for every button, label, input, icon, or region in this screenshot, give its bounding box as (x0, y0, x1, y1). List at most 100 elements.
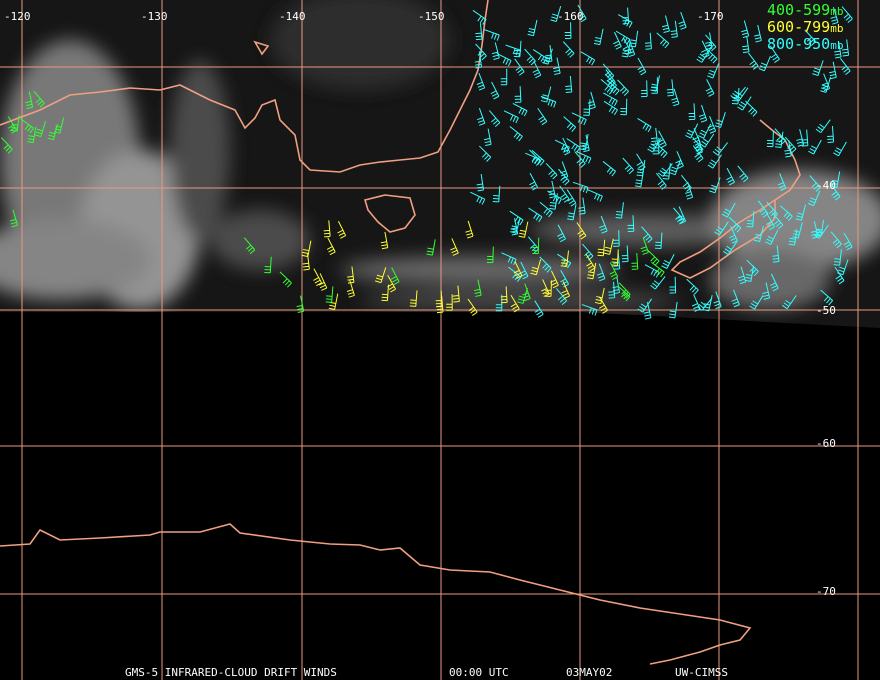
wind-barb (34, 121, 46, 138)
wind-barb (491, 42, 500, 60)
wind-barb (707, 115, 717, 134)
wind-barb (490, 81, 500, 100)
wind-barb (652, 137, 660, 155)
wind-barb (279, 271, 292, 288)
wind-barb (640, 237, 649, 255)
wind-barb (593, 28, 604, 46)
wind-barb (705, 32, 713, 50)
wind-barb (741, 20, 750, 39)
wind-barb (390, 267, 400, 286)
wind-barb (496, 52, 512, 67)
wind-barb (827, 126, 835, 143)
wind-barb (611, 249, 619, 266)
wind-barb (795, 204, 807, 221)
wind-barb (550, 270, 559, 289)
wind-barb (698, 104, 708, 123)
longitude-label: -140 (279, 10, 306, 23)
latitude-label: -40 (816, 179, 836, 192)
wind-barb (323, 220, 331, 238)
wind-barb (566, 138, 581, 153)
legend-entry: 800-950mb (767, 35, 843, 53)
wind-barb (673, 207, 685, 225)
wind-barb (702, 295, 713, 312)
wind-barb (326, 237, 336, 256)
wind-barb (627, 215, 635, 233)
wind-barb (839, 58, 851, 76)
wind-barb (815, 119, 831, 134)
wind-barb (644, 32, 652, 50)
wind-barb (534, 300, 544, 318)
legend-entry: 600-799mb (767, 18, 843, 36)
wind-barb (820, 289, 834, 306)
wind-barb (655, 172, 667, 190)
wind-barb (20, 118, 34, 134)
wind-barb (729, 225, 738, 244)
wind-barb (530, 259, 542, 276)
wind-barb (712, 142, 729, 156)
wind-barb (654, 142, 668, 158)
wind-barb (738, 266, 747, 285)
wind-barb (833, 249, 842, 266)
wind-barb (694, 136, 703, 155)
wind-barb (465, 220, 474, 239)
wind-barb (602, 161, 616, 177)
wind-barb (550, 5, 562, 22)
footer-time: 00:00 UTC (449, 666, 509, 679)
wind-barb (1, 137, 13, 154)
wind-barb (539, 201, 553, 218)
wind-barb (779, 205, 793, 222)
wind-barb (621, 245, 629, 263)
wind-barb (337, 221, 347, 239)
wind-barb (681, 174, 692, 192)
wind-barb (809, 175, 821, 192)
wind-barb (557, 253, 572, 269)
wind-barb (612, 276, 621, 295)
wind-barb (737, 165, 749, 183)
wind-barb (452, 285, 460, 303)
wind-barb (833, 141, 847, 157)
wind-barb (565, 75, 573, 93)
wind-barb (657, 163, 673, 177)
wind-barb (514, 86, 522, 103)
wind-barb (622, 157, 634, 175)
wind-barb (647, 137, 662, 153)
wind-barb (829, 61, 837, 80)
legend: 400-599mb 600-799mb 800-950mb (767, 1, 843, 53)
wind-barb (476, 72, 486, 91)
wind-barb (662, 163, 671, 180)
legend-entry: 400-599mb (767, 1, 843, 19)
wind-barb (618, 282, 631, 299)
wind-barb (661, 15, 670, 34)
wind-barb (753, 225, 764, 242)
wind-barb (766, 212, 776, 231)
wind-barb (721, 202, 736, 218)
wind-barb (587, 91, 596, 110)
wind-barb (514, 58, 525, 76)
wind-barb (578, 197, 586, 215)
wind-barb (540, 86, 552, 103)
wind-barb (830, 171, 841, 188)
wind-barb (651, 77, 658, 94)
wind-barb (519, 261, 529, 280)
wind-barb (547, 190, 562, 205)
wind-barb (666, 79, 674, 97)
wind-barb (9, 209, 18, 228)
wind-barb (580, 51, 596, 66)
wind-barb (529, 149, 542, 166)
wind-barb (582, 134, 590, 153)
wind-barb (621, 41, 631, 58)
wind-barb (744, 265, 755, 282)
wind-barb (654, 232, 663, 250)
wind-barb (539, 256, 552, 273)
wind-barb (375, 267, 387, 284)
wind-barb (640, 80, 648, 98)
wind-barb (541, 279, 550, 297)
wind-barb (488, 110, 501, 127)
wind-barb (699, 133, 715, 148)
wind-barb (650, 276, 666, 290)
wind-barb (765, 229, 779, 245)
wind-barb (318, 273, 328, 291)
wind-barb (243, 237, 256, 255)
wind-barb (709, 177, 721, 194)
